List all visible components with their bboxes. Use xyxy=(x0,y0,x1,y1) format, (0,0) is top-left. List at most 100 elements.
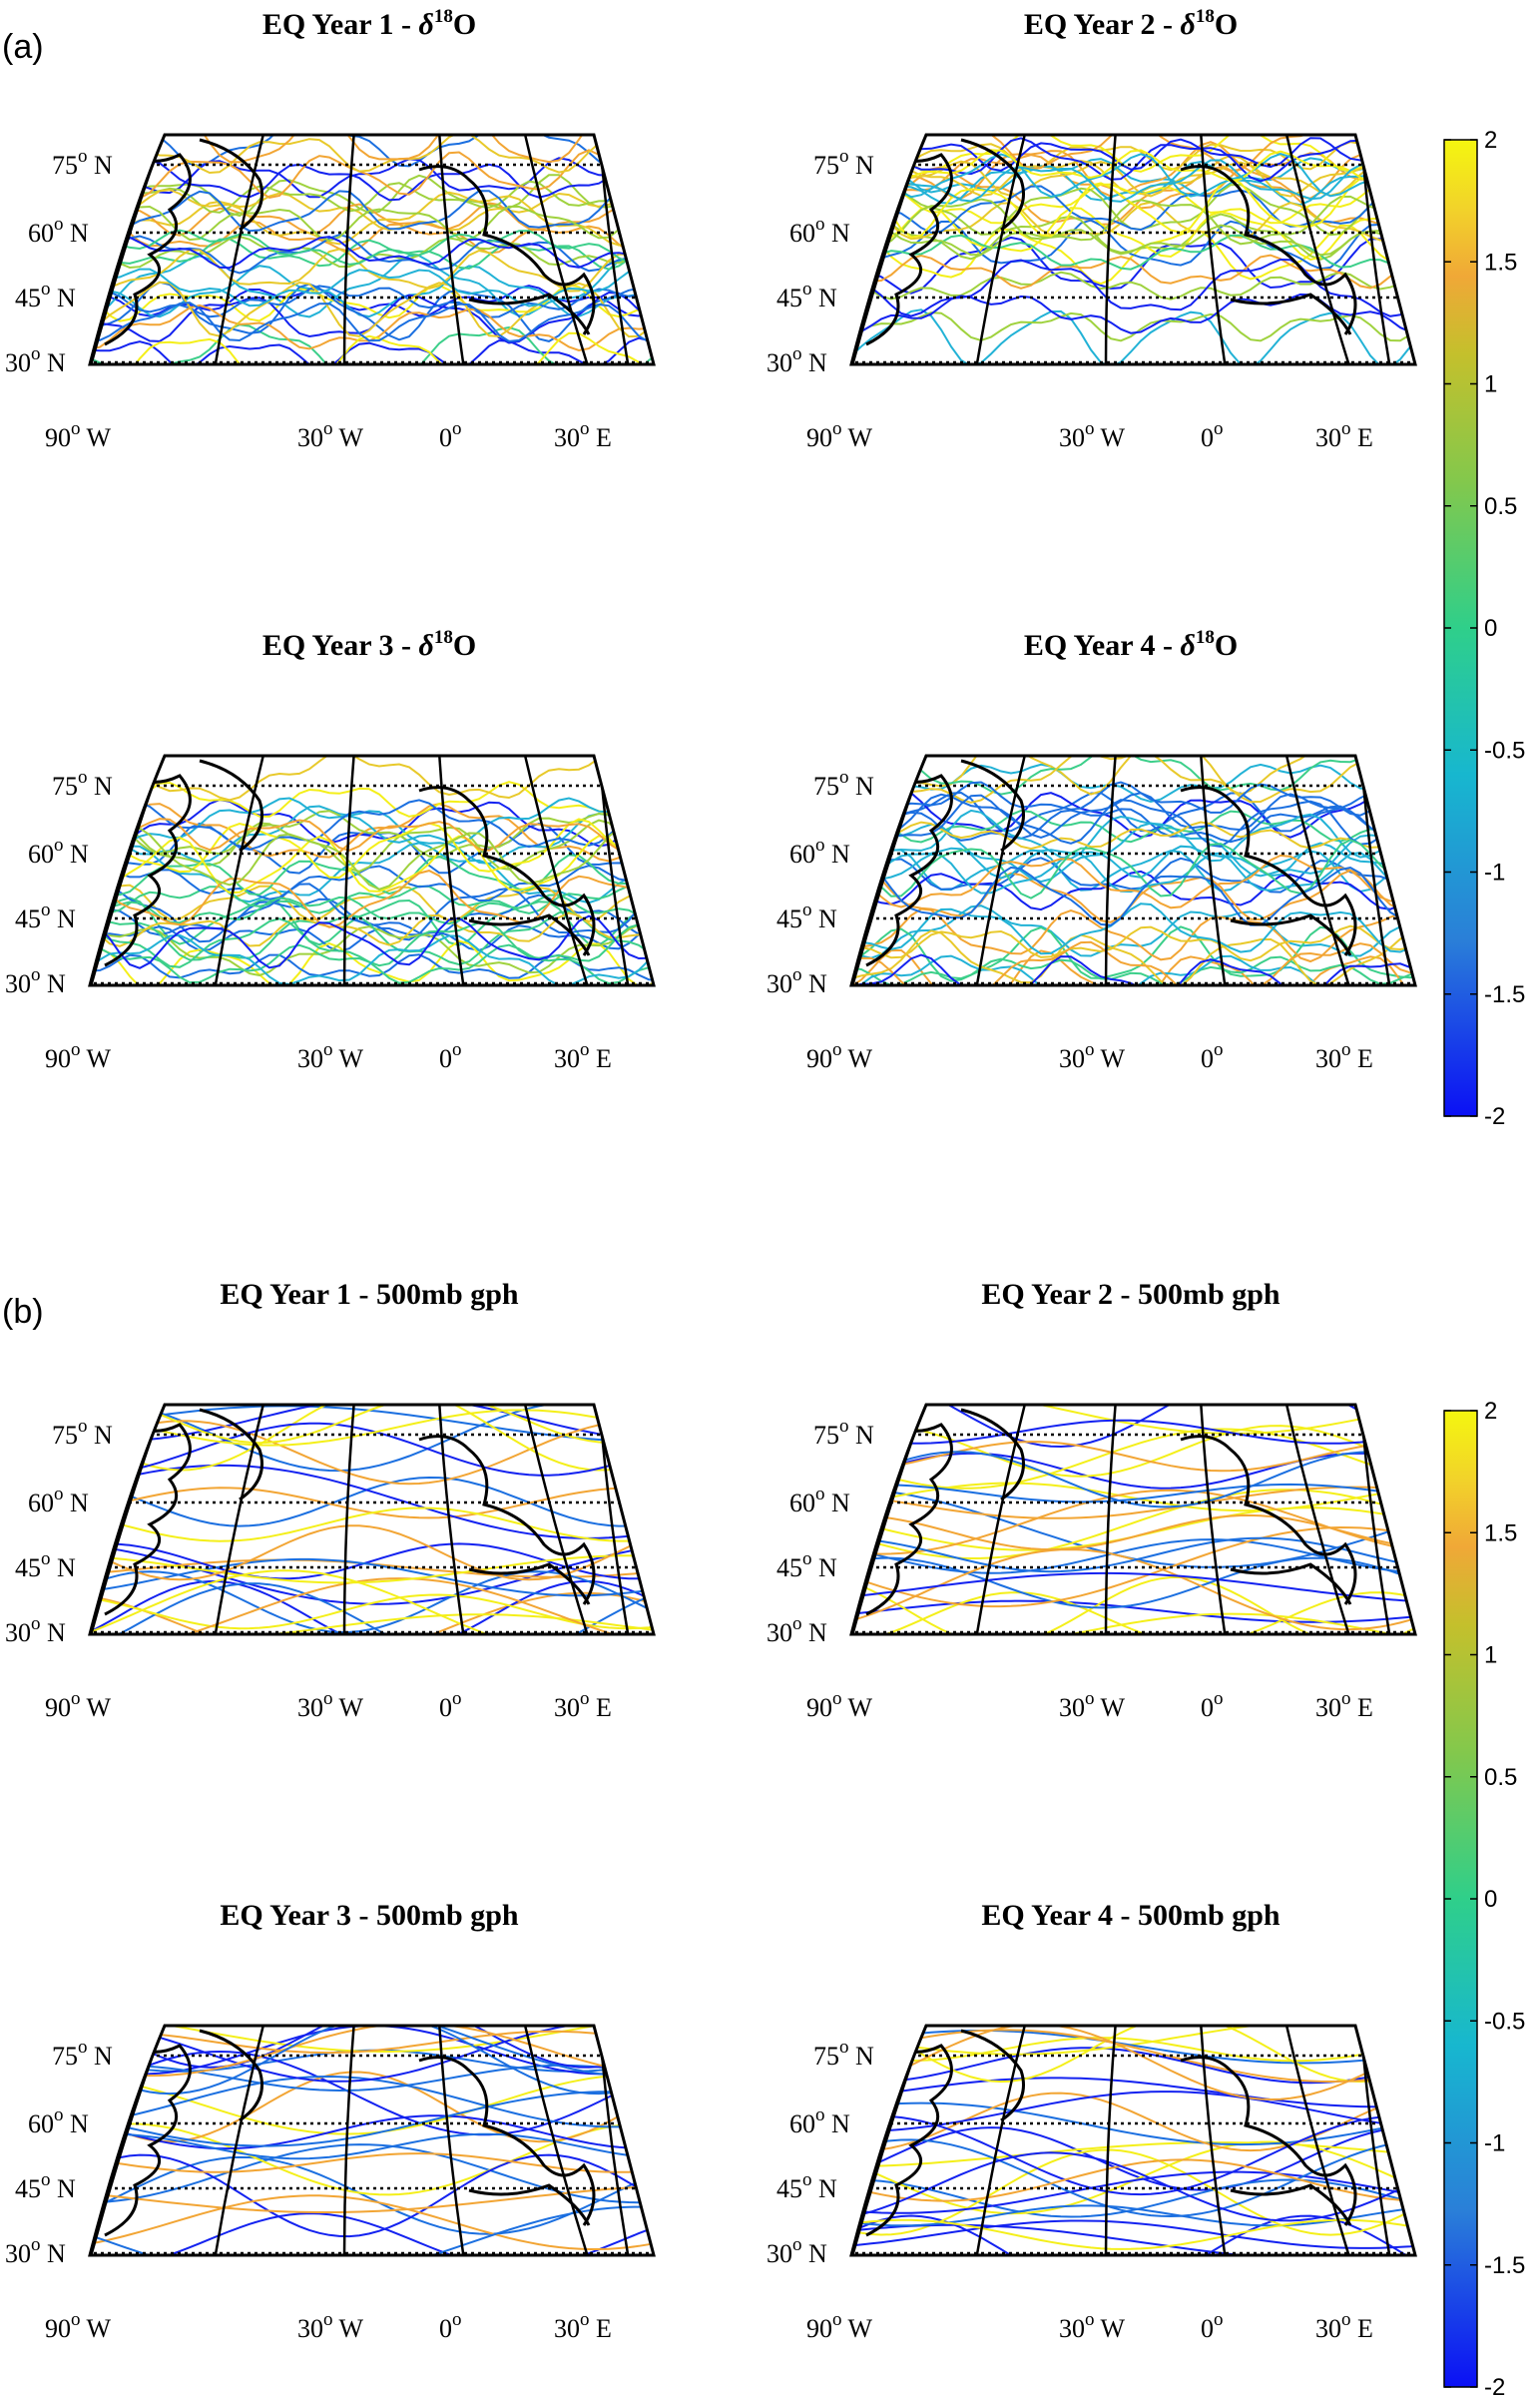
contour-line xyxy=(90,1593,654,1630)
contour-line xyxy=(90,923,654,977)
meridian-gridline xyxy=(974,2026,1028,2255)
longitude-label: 30o E xyxy=(554,2309,612,2343)
map-title-superscript: 18 xyxy=(1196,6,1215,27)
latitude-label: 60o N xyxy=(28,214,89,248)
contour-line xyxy=(90,1405,654,1473)
map-panel-b2: EQ Year 2 - 500mb gph 75o N 60o N 45o N 30o … xyxy=(767,1278,1417,1722)
colorbar-tick-label: 1.5 xyxy=(1484,1519,1517,1546)
longitude-label: 0o xyxy=(1201,1688,1224,1722)
latitude-label: 45o N xyxy=(776,2169,837,2203)
meridian-gridline xyxy=(1199,756,1228,985)
map-frame xyxy=(849,754,1417,987)
meridian-gridline xyxy=(1199,1405,1228,1634)
meridian-gridline xyxy=(213,1405,266,1634)
latitude-label: 30o N xyxy=(5,2234,66,2268)
meridian-gridline xyxy=(1283,2026,1352,2255)
contour-line xyxy=(851,1575,1415,1634)
latitude-label: 45o N xyxy=(15,899,76,933)
map-frame xyxy=(849,2024,1417,2257)
contour-line xyxy=(90,869,654,928)
meridian-gridline xyxy=(1104,756,1118,985)
contour-line xyxy=(851,902,1415,955)
map-frame xyxy=(88,1403,656,1636)
contour-line xyxy=(851,234,1415,272)
longitude-label: 30o E xyxy=(554,1039,612,1073)
contour-line xyxy=(90,854,654,897)
longitude-label: 0o xyxy=(439,1039,462,1073)
contour-line xyxy=(90,914,654,969)
contour-line xyxy=(851,1405,1415,1449)
map-frame xyxy=(88,133,656,366)
map-field xyxy=(851,2026,1415,2255)
map-title-suffix: O xyxy=(453,8,476,41)
contour-line xyxy=(90,2132,654,2160)
latitude-label: 30o N xyxy=(5,964,66,998)
contour-line xyxy=(90,2030,654,2055)
colorbar-tick-label: 2 xyxy=(1484,1398,1497,1425)
contour-line xyxy=(851,1591,1415,1634)
longitude-label: 30o E xyxy=(1315,418,1373,452)
contour-line xyxy=(90,180,654,214)
contour-line xyxy=(851,1525,1415,1608)
contour-line xyxy=(851,224,1415,257)
map-title: EQ Year 2 - 500mb gph xyxy=(981,1278,1281,1311)
map-title-superscript: 18 xyxy=(1196,627,1215,648)
contour-line xyxy=(90,2091,654,2147)
contour-line xyxy=(90,255,654,318)
latitude-label: 30o N xyxy=(767,2234,827,2268)
colorbar-a: 2 1.5 1 0.5 0 -0.5 -1 -1.5 -2 xyxy=(1443,127,1525,1130)
meridian-gridline xyxy=(974,756,1028,985)
contour-line xyxy=(90,939,654,985)
contour-line xyxy=(90,149,654,200)
contour-line xyxy=(851,137,1415,172)
longitude-label: 90o W xyxy=(806,418,873,452)
map-title-text: EQ Year 2 - xyxy=(1024,8,1181,41)
colorbar-tick-label: 0 xyxy=(1484,615,1497,642)
contour-line xyxy=(90,323,654,364)
contour-line xyxy=(90,756,654,802)
colorbar-tick-label: -0.5 xyxy=(1484,737,1525,764)
map-title-text: EQ Year 4 - xyxy=(1024,629,1181,662)
map-title: EQ Year 2 - δ18O xyxy=(1024,6,1238,41)
map-panel-b3: EQ Year 3 - 500mb gph 75o N 60o N 45o N 30o … xyxy=(5,1899,656,2343)
contour-line xyxy=(851,852,1415,897)
contour-line xyxy=(851,1571,1415,1603)
map-title-symbol: δ xyxy=(418,629,433,662)
meridian-gridline xyxy=(342,135,356,364)
meridian-gridline xyxy=(974,135,1028,364)
meridian-gridline xyxy=(522,1405,591,1634)
map-background xyxy=(851,2026,1415,2255)
map-field xyxy=(90,756,654,985)
meridian-gridline xyxy=(1199,2026,1228,2255)
map-field xyxy=(90,2026,654,2255)
meridian-gridline xyxy=(342,1405,356,1634)
contour-line xyxy=(90,797,654,848)
map-title: EQ Year 4 - δ18O xyxy=(1024,627,1238,662)
contour-line xyxy=(90,2212,654,2255)
map-title-superscript: 18 xyxy=(434,6,453,27)
colorbar-tick-label: 0 xyxy=(1484,1886,1497,1913)
contour-line xyxy=(90,781,654,818)
contour-line xyxy=(851,1405,1415,1435)
map-title-suffix: O xyxy=(1215,8,1238,41)
meridian-gridline xyxy=(342,2026,356,2255)
latitude-label: 75o N xyxy=(813,1416,874,1450)
contour-line xyxy=(90,248,654,293)
map-title-text: EQ Year 1 - xyxy=(262,8,419,41)
map-title-text: EQ Year 2 - 500mb gph xyxy=(981,1278,1281,1311)
map-background xyxy=(90,1405,654,1634)
longitude-label: 30o W xyxy=(1059,2309,1126,2343)
contour-line xyxy=(90,159,654,202)
map-field xyxy=(851,1405,1415,1634)
longitude-label: 0o xyxy=(439,418,462,452)
colorbar-tick-label: -2 xyxy=(1484,2374,1505,2396)
contour-line xyxy=(90,1405,654,1443)
contour-line xyxy=(90,336,654,364)
contour-line xyxy=(90,135,654,168)
map-background xyxy=(90,2026,654,2255)
contour-line xyxy=(851,2158,1415,2202)
map-title-superscript: 18 xyxy=(434,627,453,648)
latitude-label: 45o N xyxy=(776,1548,837,1582)
contour-line xyxy=(851,2151,1415,2222)
colorbar-tick-label: 1.5 xyxy=(1484,249,1517,276)
